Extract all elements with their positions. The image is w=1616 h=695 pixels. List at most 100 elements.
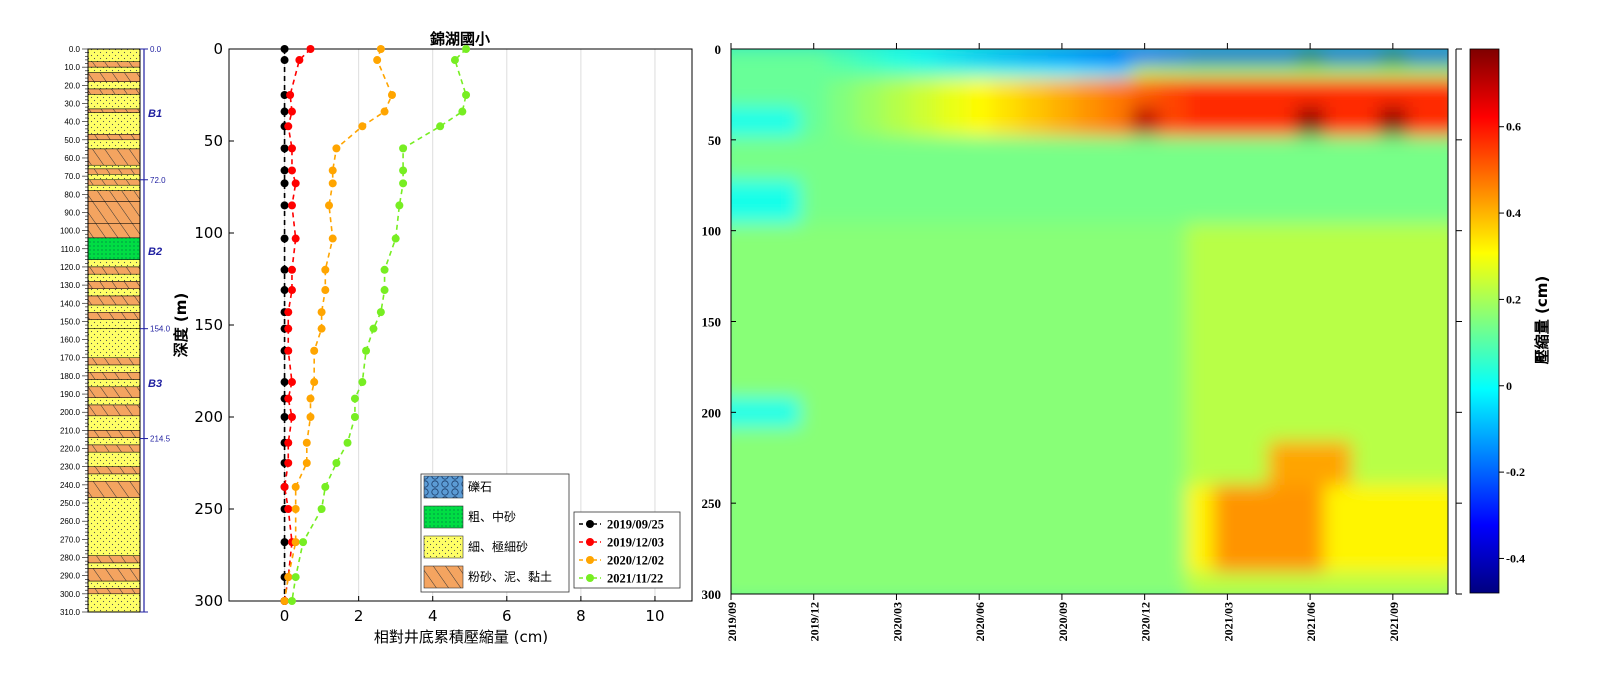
heatmap-cell	[799, 354, 829, 370]
lithology-column-frame	[87, 48, 141, 613]
heatmap-cell	[1268, 78, 1298, 94]
heatmap-cell	[1158, 543, 1188, 559]
heatmap-cell	[1241, 63, 1270, 80]
heatmap-cell	[1020, 223, 1050, 239]
heatmap-cell	[1241, 412, 1270, 428]
heatmap-cell	[855, 208, 884, 225]
heatmap-cell	[827, 296, 857, 312]
series-point-4	[343, 438, 352, 447]
heatmap-cell	[744, 354, 774, 370]
heatmap-cell	[965, 150, 994, 167]
profile-y-tick-label: 50	[204, 132, 223, 150]
heatmap-cell	[827, 150, 857, 167]
heatmap-cell	[731, 455, 746, 472]
heatmap-cell	[827, 310, 857, 327]
heatmap-cell	[1268, 368, 1298, 385]
heatmap-cell	[1158, 252, 1188, 268]
heatmap-cell	[965, 499, 994, 516]
heatmap-cell	[1048, 339, 1077, 356]
heatmap-cell	[1020, 368, 1050, 385]
heatmap-cell	[992, 107, 1022, 123]
heatmap-cell	[1075, 325, 1105, 341]
heatmap-cell	[1103, 136, 1132, 152]
formation-boundaries: 0.0 72.0 154.0 214.5	[140, 45, 171, 613]
heatmap-cell	[1351, 252, 1381, 268]
heatmap-cell	[1130, 572, 1160, 588]
heatmap-cell	[992, 92, 1022, 109]
heatmap-cell	[1213, 208, 1243, 225]
heatmap-cell	[827, 78, 857, 94]
heatmap-cell	[1130, 485, 1160, 501]
heatmap-cell	[855, 194, 884, 210]
heatmap-cell	[1379, 310, 1408, 327]
heatmap-x-tick-label: 2019/12	[808, 602, 822, 641]
heatmap-cell	[1158, 368, 1188, 385]
heatmap-cell	[1048, 267, 1077, 283]
heatmap-cell	[1268, 194, 1298, 210]
heatmap-cell	[1434, 368, 1448, 385]
heatmap-cell	[1434, 499, 1448, 516]
heatmap-cell	[1213, 397, 1243, 414]
heatmap-cell	[1406, 179, 1436, 196]
heatmap-cell	[827, 354, 857, 370]
heatmap-cell	[910, 557, 939, 574]
lithology-layer-silt	[87, 223, 141, 239]
heatmap-cell	[1241, 557, 1270, 574]
heatmap-cell	[992, 208, 1022, 225]
heatmap-cell	[1268, 267, 1298, 283]
heatmap-cell	[1434, 455, 1448, 472]
heatmap-cell	[1020, 252, 1050, 268]
heatmap-cell	[1296, 412, 1325, 428]
series-point-2	[287, 265, 296, 274]
heatmap-cell	[1434, 470, 1448, 486]
heatmap-cell	[1103, 354, 1132, 370]
heatmap-cell	[827, 426, 857, 443]
series-point-4	[350, 413, 359, 421]
heatmap-cell	[882, 499, 912, 516]
series-point-2	[284, 394, 293, 403]
heatmap-cell	[882, 49, 912, 65]
heatmap-cell	[827, 470, 857, 486]
heatmap-cell	[1323, 470, 1353, 486]
heatmap-cell	[1213, 383, 1243, 399]
heatmap-cell	[1048, 296, 1077, 312]
heatmap-cell	[1323, 267, 1353, 283]
heatmap-cell	[1186, 208, 1215, 225]
heatmap-cell	[1434, 354, 1448, 370]
heatmap-cell	[1406, 194, 1436, 210]
heatmap-cell	[731, 543, 746, 559]
heatmap-cell	[910, 368, 939, 385]
heatmap-cell	[1406, 49, 1436, 65]
series-point-1	[280, 179, 289, 188]
heatmap-cell	[1186, 49, 1215, 65]
heatmap-cell	[1379, 412, 1408, 428]
heatmap-cell	[1379, 455, 1408, 472]
heatmap-cell	[965, 485, 994, 501]
heatmap-cell	[965, 470, 994, 486]
heatmap-cell	[1296, 165, 1325, 181]
heatmap-cell	[910, 354, 939, 370]
heatmap-cell	[882, 150, 912, 167]
heatmap-cell	[855, 499, 884, 516]
lithology-layer-fine	[87, 164, 141, 170]
heatmap-cell	[1158, 325, 1188, 341]
heatmap-cell	[855, 514, 884, 530]
heatmap-cell	[1130, 339, 1160, 356]
heatmap-cell	[1296, 441, 1325, 457]
heatmap-cell	[1406, 136, 1436, 152]
heatmap-cell	[744, 296, 774, 312]
heatmap-cell	[992, 49, 1022, 65]
heatmap-cell	[882, 310, 912, 327]
heatmap-cell	[1296, 136, 1325, 152]
series-point-4	[287, 597, 296, 605]
lithology-layer-fine	[87, 304, 141, 313]
heatmap-cell	[731, 267, 746, 283]
heatmap-cell	[1379, 92, 1408, 109]
heatmap-cell	[1048, 281, 1077, 298]
heatmap-cell	[744, 107, 774, 123]
heatmap-cell	[965, 92, 994, 109]
heatmap-cell	[1020, 412, 1050, 428]
heatmap-cell	[1130, 267, 1160, 283]
heatmap-cell	[992, 543, 1022, 559]
heatmap-cell	[1158, 179, 1188, 196]
